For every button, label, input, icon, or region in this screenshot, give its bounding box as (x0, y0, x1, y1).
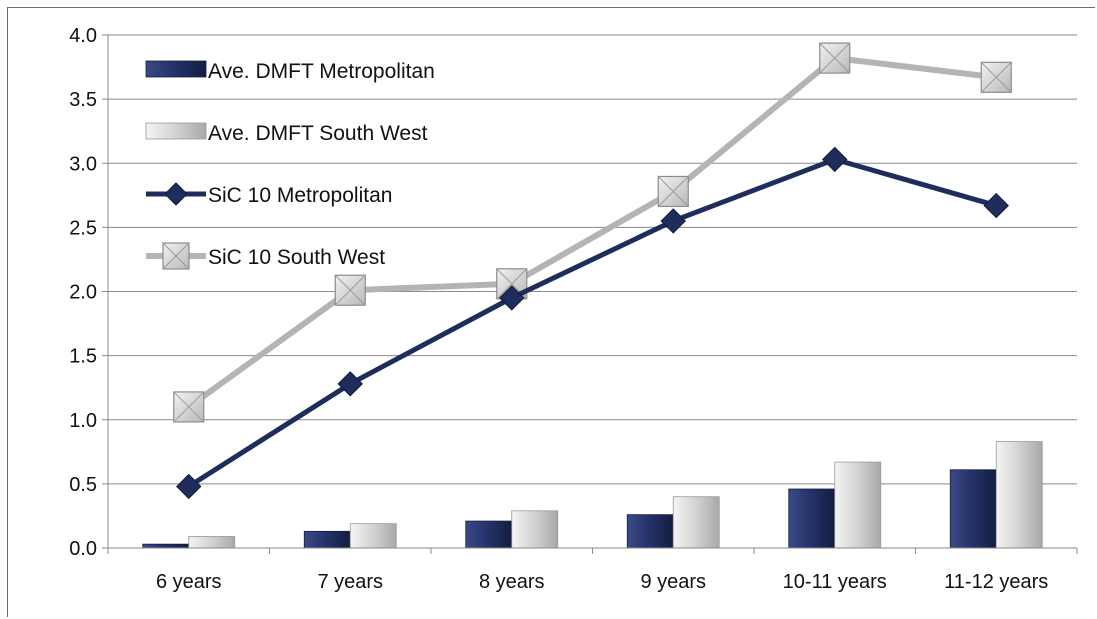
legend-item: SiC 10 Metropolitan (146, 182, 392, 207)
legend-marker-diamond (164, 182, 188, 206)
bar (949, 469, 997, 549)
x-tick-label: 8 years (479, 571, 545, 593)
legend-label: Ave. DMFT Metropolitan (208, 60, 435, 83)
x-tick-label: 6 years (156, 571, 222, 593)
bar (188, 536, 236, 549)
axes: 0.0 0.5 1.0 1.5 2.0 2.5 3.0 3.5 4.0 6 years 7 year… (69, 25, 1078, 593)
marker-square-diag (173, 391, 205, 423)
marker-square-diag (162, 242, 190, 270)
legend-label: SiC 10 Metropolitan (208, 184, 392, 207)
y-tick-label: 2.5 (69, 217, 97, 239)
gridlines (108, 34, 1077, 485)
point-diamond (660, 208, 686, 234)
chart-frame (7, 7, 1095, 617)
bar (303, 530, 351, 549)
y-tick-label: 2.0 (69, 282, 97, 304)
y-tick-label: 4.0 (69, 25, 97, 47)
point-square (334, 274, 366, 306)
bar (349, 523, 397, 549)
bar (511, 510, 559, 549)
x-tick-label: 11-12 years (944, 571, 1048, 593)
point-square (819, 42, 851, 74)
x-tick-label: 10-11 years (783, 571, 887, 593)
y-tick-label: 3.0 (69, 153, 97, 175)
series-line (186, 55, 997, 410)
y-tick-label: 1.5 (69, 346, 97, 368)
bar (995, 441, 1043, 549)
legend-label: Ave. DMFT South West (208, 122, 428, 145)
point-diamond (176, 473, 202, 500)
point-diamond (822, 146, 848, 173)
legend-swatch (145, 60, 207, 78)
point-square (657, 175, 689, 208)
x-tick-label: 9 years (640, 571, 706, 593)
marker-square-diag (334, 274, 366, 306)
bar (672, 496, 720, 549)
legend-item: Ave. DMFT Metropolitan (145, 60, 435, 83)
legend-item: Ave. DMFT South West (145, 122, 428, 145)
bar (788, 488, 836, 549)
bar (834, 461, 882, 549)
legend-swatch (145, 122, 207, 140)
bar (465, 520, 513, 549)
bar (626, 514, 674, 549)
y-tick-label: 0.0 (69, 538, 97, 560)
y-tick-label: 1.0 (69, 410, 97, 432)
point-diamond (337, 371, 363, 397)
point-diamond (983, 192, 1009, 219)
marker-square-diag (819, 42, 851, 74)
legend-item: SiC 10 South West (146, 242, 385, 270)
point-square (980, 61, 1012, 93)
legend-marker-square (162, 242, 190, 270)
series-lines (173, 42, 1012, 500)
bar (142, 543, 190, 549)
y-tick-label: 3.5 (69, 89, 97, 111)
series-line (187, 156, 997, 489)
bars (142, 441, 1043, 549)
x-tick-label: 7 years (317, 571, 383, 593)
legend-label: SiC 10 South West (208, 246, 385, 269)
marker-square-diag (980, 61, 1012, 93)
point-square (173, 391, 205, 423)
legend: Ave. DMFT Metropolitan Ave. DMFT South We… (145, 60, 435, 270)
marker-square-diag (657, 176, 689, 207)
marker-square-diag (496, 268, 528, 300)
y-tick-label: 0.5 (69, 474, 97, 496)
point-diamond (499, 285, 525, 311)
